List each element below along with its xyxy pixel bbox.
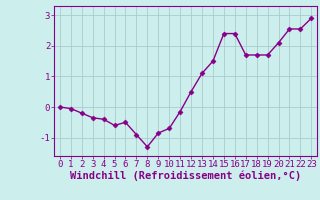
X-axis label: Windchill (Refroidissement éolien,°C): Windchill (Refroidissement éolien,°C) (70, 171, 301, 181)
